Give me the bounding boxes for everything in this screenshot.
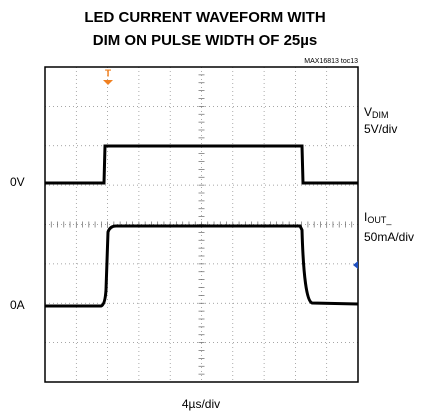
figure-id: MAX16813 toc13	[304, 58, 358, 65]
channel-scale: 5V/div	[364, 122, 397, 136]
iout-trace	[45, 224, 359, 308]
channel-subscript: OUT_	[367, 215, 392, 225]
level-marker	[353, 261, 358, 269]
channel-name: IOUT_	[364, 210, 392, 225]
left-label: 0A	[10, 298, 25, 312]
vdim-trace	[45, 144, 358, 185]
left-label: 0V	[10, 175, 25, 189]
trigger-marker: T	[103, 69, 113, 85]
trigger-arrow	[103, 80, 113, 85]
time-scale: 4µs/div	[182, 397, 220, 411]
trigger-t: T	[105, 69, 111, 80]
title-line: LED CURRENT WAVEFORM WITH	[84, 9, 325, 26]
channel-symbol: I	[364, 210, 367, 224]
channel-symbol: V	[364, 105, 372, 119]
channel-name: VDIM	[364, 105, 389, 120]
channel-subscript: DIM	[372, 110, 389, 120]
title-line: DIM ON PULSE WIDTH OF 25µs	[93, 32, 318, 49]
channel-scale: 50mA/div	[364, 230, 414, 244]
screen-frame	[44, 66, 359, 383]
